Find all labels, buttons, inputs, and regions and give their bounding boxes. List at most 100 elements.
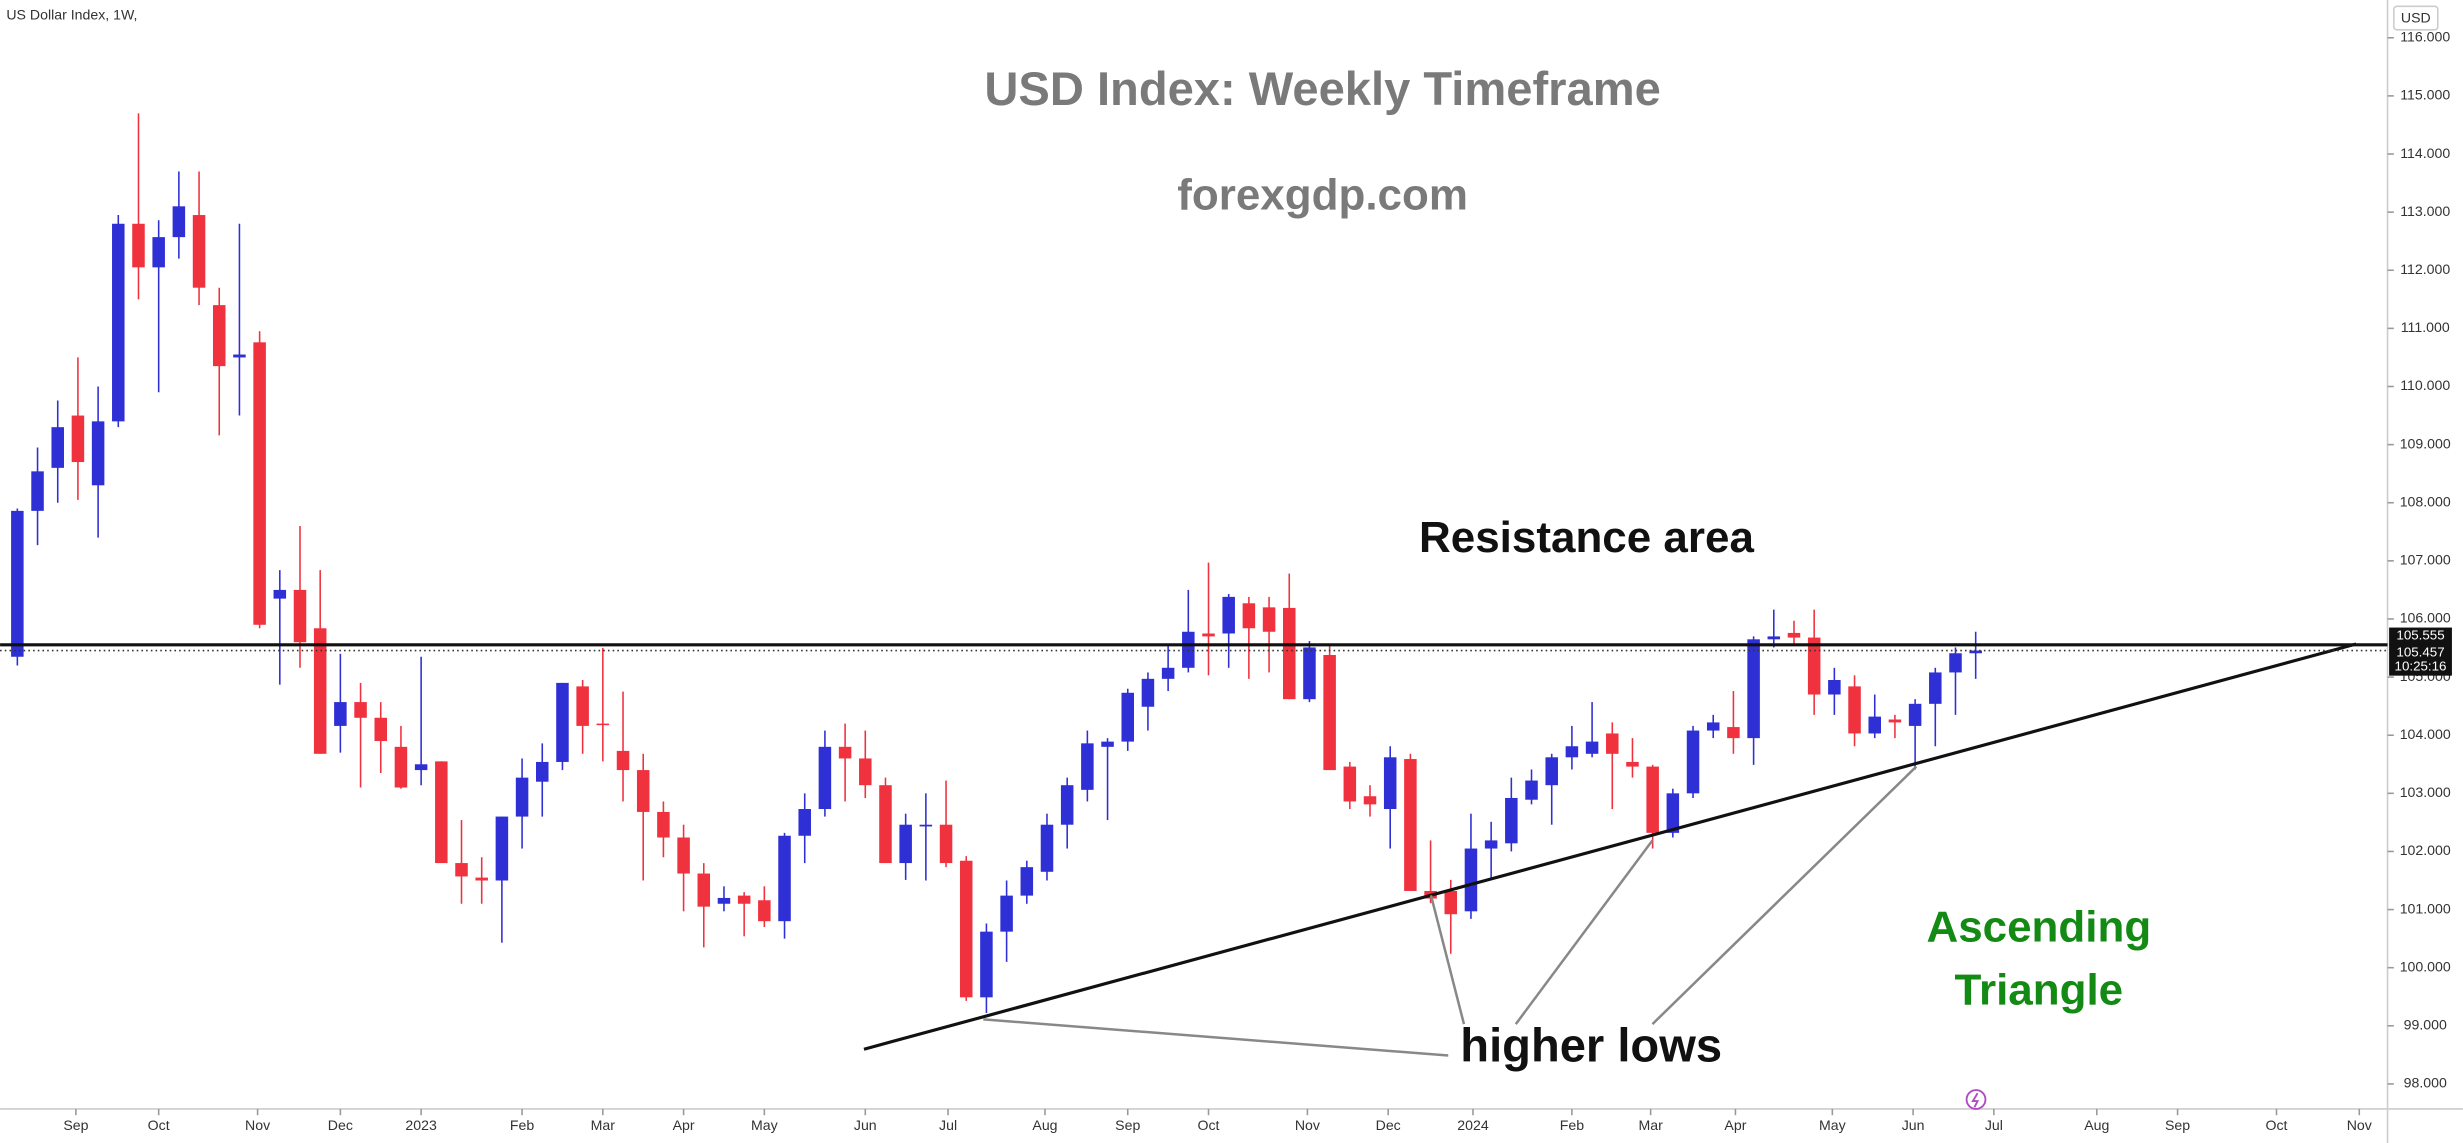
- symbol-label: US Dollar Index, 1W,: [6, 6, 137, 22]
- x-tick-label: Oct: [148, 1117, 170, 1133]
- candle-body: [1565, 746, 1579, 758]
- x-tick-label: Nov: [2347, 1117, 2373, 1133]
- candle-body: [959, 860, 973, 998]
- candle-body: [1787, 632, 1801, 638]
- candle-body: [1323, 655, 1336, 771]
- candle-body: [899, 824, 912, 864]
- candle-body: [1545, 757, 1558, 786]
- candle-body: [1303, 647, 1316, 700]
- y-tick-label: 102.000: [2400, 842, 2451, 858]
- candle-body: [1222, 596, 1235, 634]
- y-tick-label: 112.000: [2400, 261, 2450, 277]
- currency: USD: [2401, 10, 2431, 26]
- annotation: Ascending: [1926, 902, 2151, 951]
- x-tick-label: 2024: [1457, 1117, 1489, 1133]
- candle-body: [1969, 650, 1982, 654]
- candle-body: [334, 702, 347, 726]
- x-tick-label: Sep: [63, 1117, 88, 1133]
- event-icon-bolt: [1971, 1092, 1980, 1108]
- candle-body: [273, 589, 287, 599]
- candle-body: [1949, 653, 1962, 673]
- candle-body: [1848, 686, 1861, 734]
- candle-body: [71, 415, 85, 463]
- annotation: Resistance area: [1419, 513, 1754, 562]
- candle-body: [778, 835, 791, 922]
- candle-body: [1161, 667, 1175, 679]
- candle-body: [132, 223, 145, 268]
- candle-body: [737, 895, 751, 904]
- candle-body: [798, 809, 811, 836]
- trend-line: [863, 642, 2357, 1051]
- candle-body: [1585, 741, 1599, 754]
- x-tick-label: Apr: [673, 1117, 695, 1133]
- candle-body: [536, 761, 549, 782]
- candle-body: [1383, 757, 1397, 810]
- annotation: higher lows: [1460, 1019, 1722, 1072]
- chart-subtitle: forexgdp.com: [1177, 171, 1468, 220]
- last-price-label: 105.457: [2396, 644, 2444, 659]
- candle-body: [91, 421, 105, 486]
- candle-body: [758, 900, 771, 922]
- y-tick-label: 103.000: [2400, 784, 2451, 800]
- y-tick-label: 99.000: [2404, 1017, 2447, 1033]
- x-tick-label: Nov: [245, 1117, 271, 1133]
- candle-body: [1606, 733, 1619, 754]
- x-tick-label: Aug: [1032, 1117, 1057, 1133]
- candle-body: [636, 770, 650, 812]
- candle-body: [11, 510, 24, 657]
- y-tick-label: 100.000: [2400, 958, 2451, 974]
- candle-body: [1464, 848, 1478, 912]
- x-tick-label: Sep: [1115, 1117, 1140, 1133]
- candle-body: [1626, 761, 1639, 767]
- candle-body: [1404, 759, 1417, 891]
- candle-body: [51, 427, 64, 468]
- candle-body: [1868, 716, 1881, 734]
- candle-body: [1828, 679, 1841, 695]
- candle-body: [1706, 722, 1720, 731]
- x-tick-label: Feb: [510, 1117, 534, 1133]
- candle-body: [1929, 672, 1942, 704]
- y-tick-label: 110.000: [2400, 377, 2450, 393]
- plot-area: [11, 113, 1982, 1014]
- pointer-line: [1514, 839, 1654, 1025]
- x-tick-label: Jul: [1985, 1117, 2003, 1133]
- candle-body: [515, 777, 529, 817]
- candle-body: [1767, 636, 1781, 640]
- candle-body: [1727, 727, 1740, 739]
- x-tick-label: Dec: [1376, 1117, 1401, 1133]
- pointer-line: [1429, 894, 1466, 1025]
- y-tick-label: 114.000: [2400, 145, 2450, 161]
- candle-body: [919, 824, 933, 827]
- x-tick-label: Dec: [328, 1117, 353, 1133]
- candle-body: [1060, 785, 1074, 825]
- candle-body: [1282, 607, 1296, 700]
- candle-body: [980, 931, 993, 998]
- candle-body: [435, 761, 448, 864]
- candle-body: [455, 863, 468, 877]
- x-tick-label: Sep: [2165, 1117, 2190, 1133]
- candle-body: [354, 702, 367, 718]
- candle-body: [1686, 730, 1700, 794]
- pointer-line: [983, 1018, 1449, 1057]
- y-tick-label: 101.000: [2400, 900, 2451, 916]
- resistance-label: 105.555: [2396, 628, 2444, 643]
- candle-body: [394, 746, 408, 788]
- candle-body: [596, 723, 610, 726]
- candle-body: [1444, 890, 1458, 915]
- candle-body: [313, 628, 327, 754]
- candle-body: [112, 223, 125, 422]
- x-tick-label: Jul: [939, 1117, 957, 1133]
- candle-body: [1747, 639, 1760, 739]
- event-icon[interactable]: [1965, 1089, 1987, 1110]
- candle-body: [1081, 743, 1094, 790]
- candle-body: [616, 750, 630, 771]
- y-tick-label: 113.000: [2400, 203, 2450, 219]
- candle-body: [1262, 607, 1276, 632]
- y-tick-label: 116.000: [2400, 29, 2450, 45]
- annotation: Triangle: [1955, 965, 2124, 1014]
- candle-body: [1202, 633, 1215, 637]
- candle-body: [1807, 637, 1821, 695]
- candle-body: [172, 206, 186, 238]
- y-tick-label: 111.000: [2401, 319, 2450, 335]
